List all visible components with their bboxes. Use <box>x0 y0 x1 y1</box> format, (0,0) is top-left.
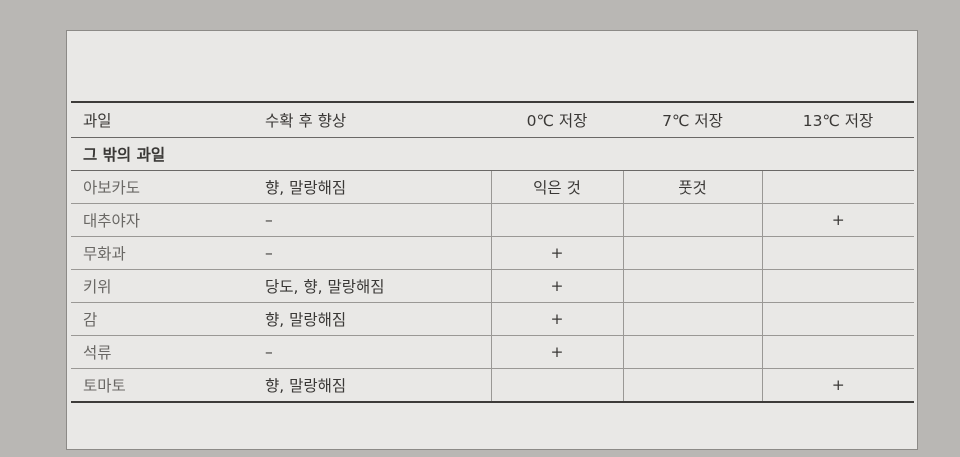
section-row: 그 밖의 과일 <box>71 137 914 171</box>
storage-0c-cell: + <box>490 335 623 369</box>
table-row: 아보카도 향, 말랑해짐 익은 것 풋것 <box>71 170 914 204</box>
improvement-cell: – <box>253 203 491 237</box>
improvement-cell: – <box>253 236 491 270</box>
storage-13c-cell <box>761 335 914 369</box>
storage-13c-cell <box>761 170 914 204</box>
storage-0c-cell: + <box>490 236 623 270</box>
fruit-name: 키위 <box>71 269 253 303</box>
storage-0c-cell: + <box>490 302 623 336</box>
storage-7c-cell <box>622 236 762 270</box>
fruit-name: 토마토 <box>71 368 253 403</box>
storage-7c-cell <box>622 335 762 369</box>
storage-13c-cell: + <box>761 368 914 403</box>
improvement-cell: 당도, 향, 말랑해짐 <box>253 269 491 303</box>
table-row: 석류 – + <box>71 335 914 369</box>
storage-0c-cell <box>490 203 623 237</box>
storage-0c-cell <box>490 368 623 403</box>
storage-7c-cell <box>622 368 762 403</box>
improvement-cell: 향, 말랑해짐 <box>253 302 491 336</box>
section-label: 그 밖의 과일 <box>71 137 914 171</box>
fruit-name: 대추야자 <box>71 203 253 237</box>
header-0c-storage: 0℃ 저장 <box>491 101 623 138</box>
table-header-row: 과일 수확 후 향상 0℃ 저장 7℃ 저장 13℃ 저장 <box>71 101 914 138</box>
header-7c-storage: 7℃ 저장 <box>623 101 762 138</box>
storage-0c-cell: + <box>490 269 623 303</box>
storage-13c-cell <box>761 236 914 270</box>
table-row: 토마토 향, 말랑해짐 + <box>71 368 914 403</box>
fruit-storage-table: 과일 수확 후 향상 0℃ 저장 7℃ 저장 13℃ 저장 그 밖의 과일 아보… <box>71 101 914 403</box>
table-row: 키위 당도, 향, 말랑해짐 + <box>71 269 914 303</box>
header-13c-storage: 13℃ 저장 <box>762 101 914 138</box>
improvement-cell: 향, 말랑해짐 <box>253 170 491 204</box>
table-row: 감 향, 말랑해짐 + <box>71 302 914 336</box>
document-page: 과일 수확 후 향상 0℃ 저장 7℃ 저장 13℃ 저장 그 밖의 과일 아보… <box>66 30 918 450</box>
fruit-name: 무화과 <box>71 236 253 270</box>
fruit-name: 석류 <box>71 335 253 369</box>
storage-13c-cell <box>761 302 914 336</box>
fruit-name: 감 <box>71 302 253 336</box>
storage-13c-cell <box>761 269 914 303</box>
storage-7c-cell <box>622 269 762 303</box>
storage-13c-cell: + <box>761 203 914 237</box>
storage-7c-cell <box>622 302 762 336</box>
table-row: 무화과 – + <box>71 236 914 270</box>
storage-7c-cell: 풋것 <box>622 170 762 204</box>
header-fruit: 과일 <box>71 101 253 138</box>
improvement-cell: – <box>253 335 491 369</box>
fruit-name: 아보카도 <box>71 170 253 204</box>
header-improvement: 수확 후 향상 <box>253 101 491 138</box>
storage-0c-cell: 익은 것 <box>490 170 623 204</box>
table-row: 대추야자 – + <box>71 203 914 237</box>
improvement-cell: 향, 말랑해짐 <box>253 368 491 403</box>
storage-7c-cell <box>622 203 762 237</box>
